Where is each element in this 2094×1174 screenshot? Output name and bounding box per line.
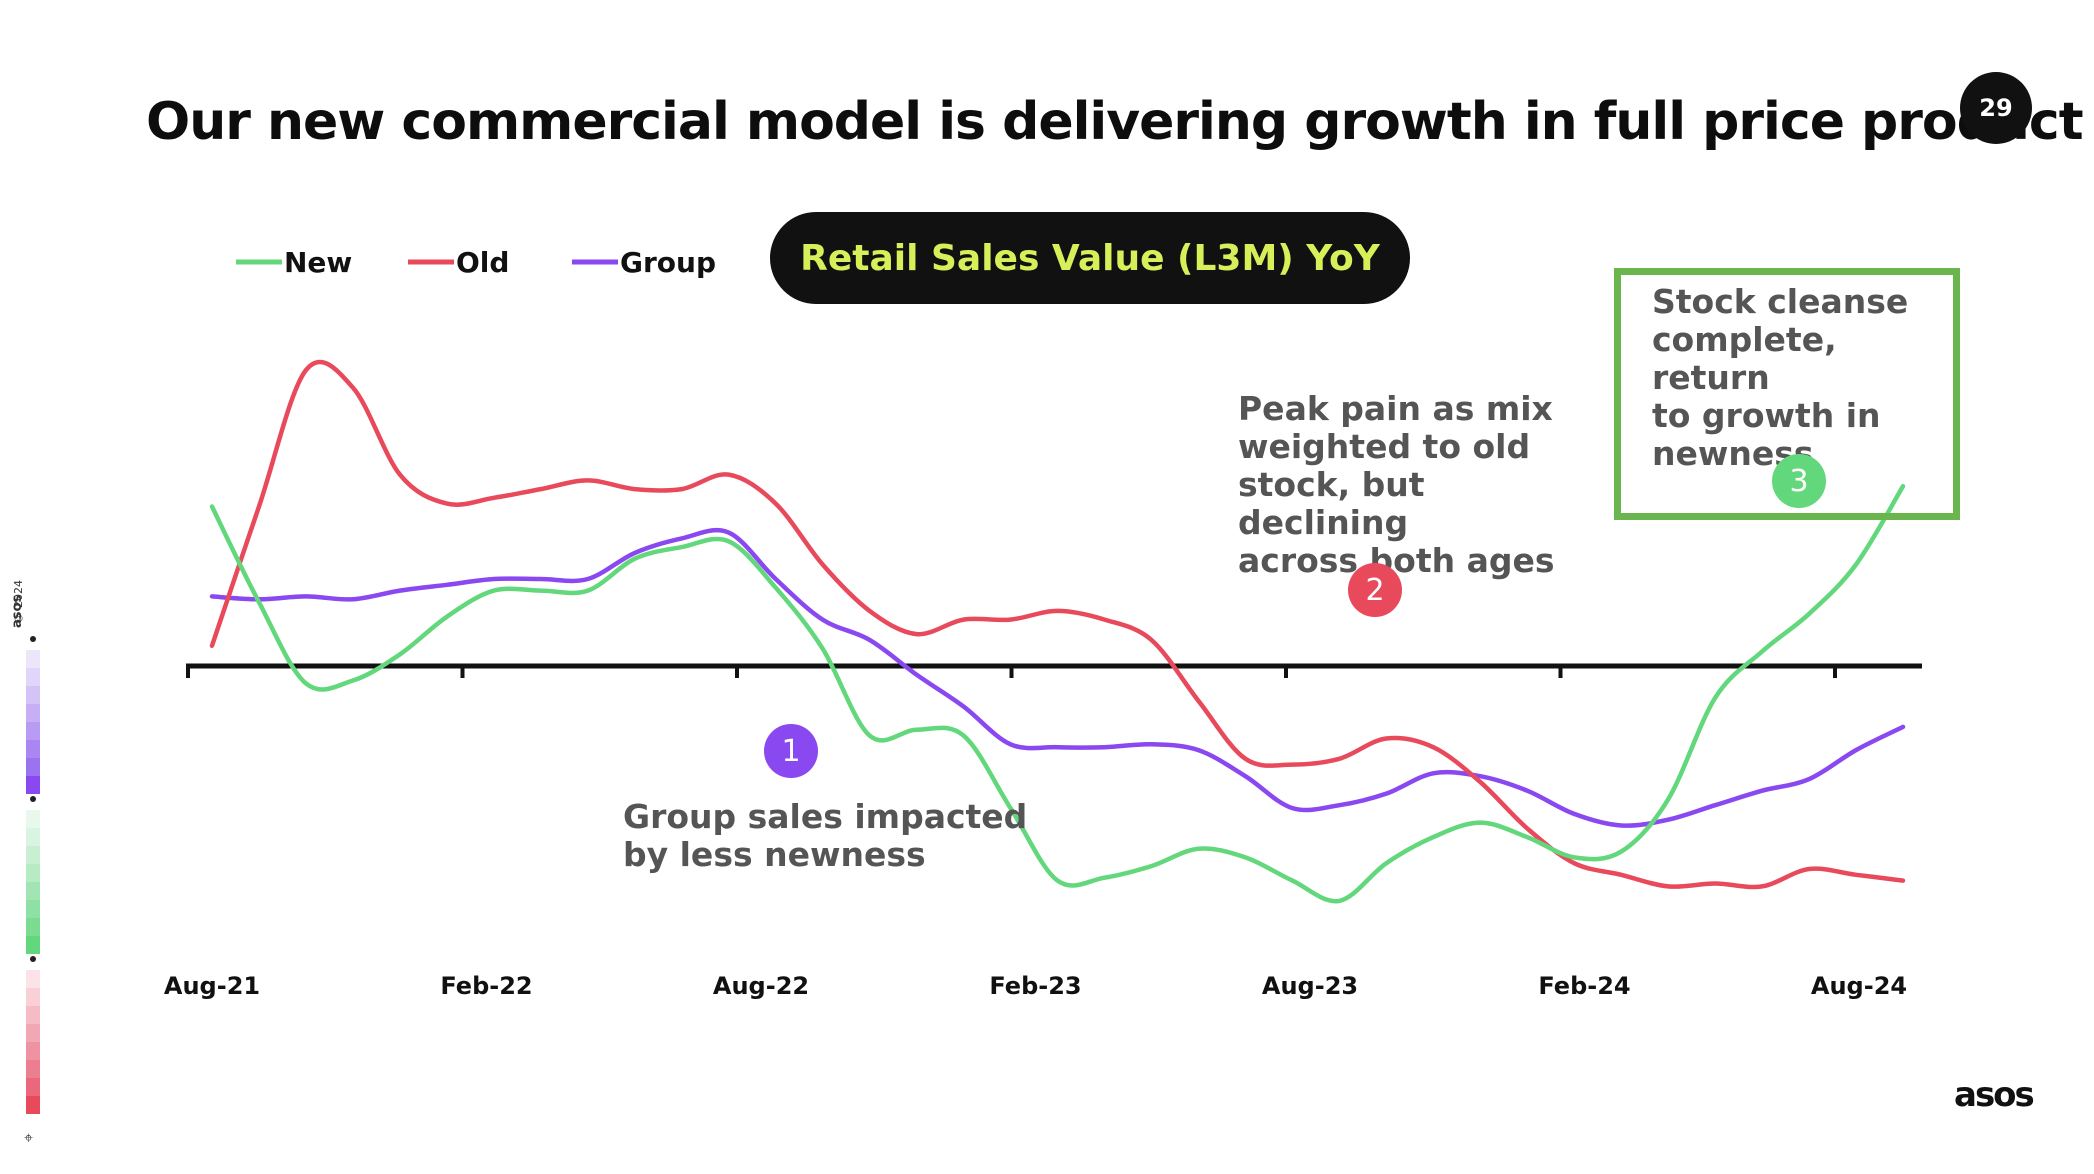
chart-title: Retail Sales Value (L3M) YoY (770, 212, 1410, 304)
annotation-text-1: Group sales impacted by less newness (623, 797, 1028, 874)
series-line-new (209, 483, 1906, 904)
palette-swatch (26, 882, 40, 900)
palette-swatch (26, 1096, 40, 1114)
x-axis-ticks: Aug-21 Feb-22 Aug-22 Feb-23 Aug-23 Feb-24 Aug-… (164, 972, 1907, 1000)
palette-swatch (26, 846, 40, 864)
x-tick-label: Feb-23 (989, 972, 1081, 1000)
palette-swatch (26, 776, 40, 794)
palette-swatch (26, 864, 40, 882)
x-tick-label: Feb-22 (440, 972, 532, 1000)
highlight-box (1614, 268, 1960, 520)
palette-dot (30, 796, 36, 802)
annotation-text-2: Peak pain as mix weighted to old stock, … (1238, 389, 1555, 580)
palette-swatch (26, 988, 40, 1006)
palette-swatch (26, 828, 40, 846)
slide-title: Our new commercial model is delivering g… (146, 92, 2084, 152)
series-line-group (209, 527, 1906, 828)
x-tick-label: Aug-24 (1811, 972, 1907, 1000)
annotation-marker-2: 2 (1348, 563, 1402, 617)
palette-swatch (26, 668, 40, 686)
x-tick-label: Aug-23 (1262, 972, 1358, 1000)
palette-swatch (26, 758, 40, 776)
x-tick-label: Feb-24 (1538, 972, 1630, 1000)
palette-swatch (26, 704, 40, 722)
palette-swatch (26, 650, 40, 668)
legend-label-new: New (284, 246, 352, 279)
annotation-marker-3: 3 (1772, 454, 1826, 508)
annotation-marker-1: 1 (764, 724, 818, 778)
chart-legend: New Old Group (236, 246, 716, 279)
annotation-text-3: Stock cleanse complete, return to growth… (1652, 282, 1909, 473)
x-tick-label: Aug-22 (713, 972, 809, 1000)
legend-label-group: Group (620, 246, 716, 279)
series-line-old (209, 359, 1906, 890)
palette-swatch (26, 900, 40, 918)
palette-swatch (26, 918, 40, 936)
palette-swatch (26, 1060, 40, 1078)
palette-swatch (26, 810, 40, 828)
palette-swatch (26, 1042, 40, 1060)
x-tick-label: Aug-21 (164, 972, 260, 1000)
palette-swatch (26, 686, 40, 704)
chart-grid-layer (186, 663, 1922, 678)
palette-swatch (26, 936, 40, 954)
palette-swatch (26, 1006, 40, 1024)
palette-dot (30, 956, 36, 962)
palette-swatch (26, 740, 40, 758)
page-number-badge: 29 (1960, 72, 2032, 144)
color-palette-strip (22, 540, 44, 1140)
palette-dot (30, 636, 36, 642)
palette-swatch (26, 970, 40, 988)
legend-label-old: Old (456, 246, 509, 279)
palette-swatch (26, 1078, 40, 1096)
crosshair-icon: ⌖ (24, 1128, 34, 1147)
palette-swatch (26, 1024, 40, 1042)
chart-series-layer (209, 359, 1906, 904)
palette-swatch (26, 722, 40, 740)
brand-logo: asos (1954, 1075, 2035, 1115)
